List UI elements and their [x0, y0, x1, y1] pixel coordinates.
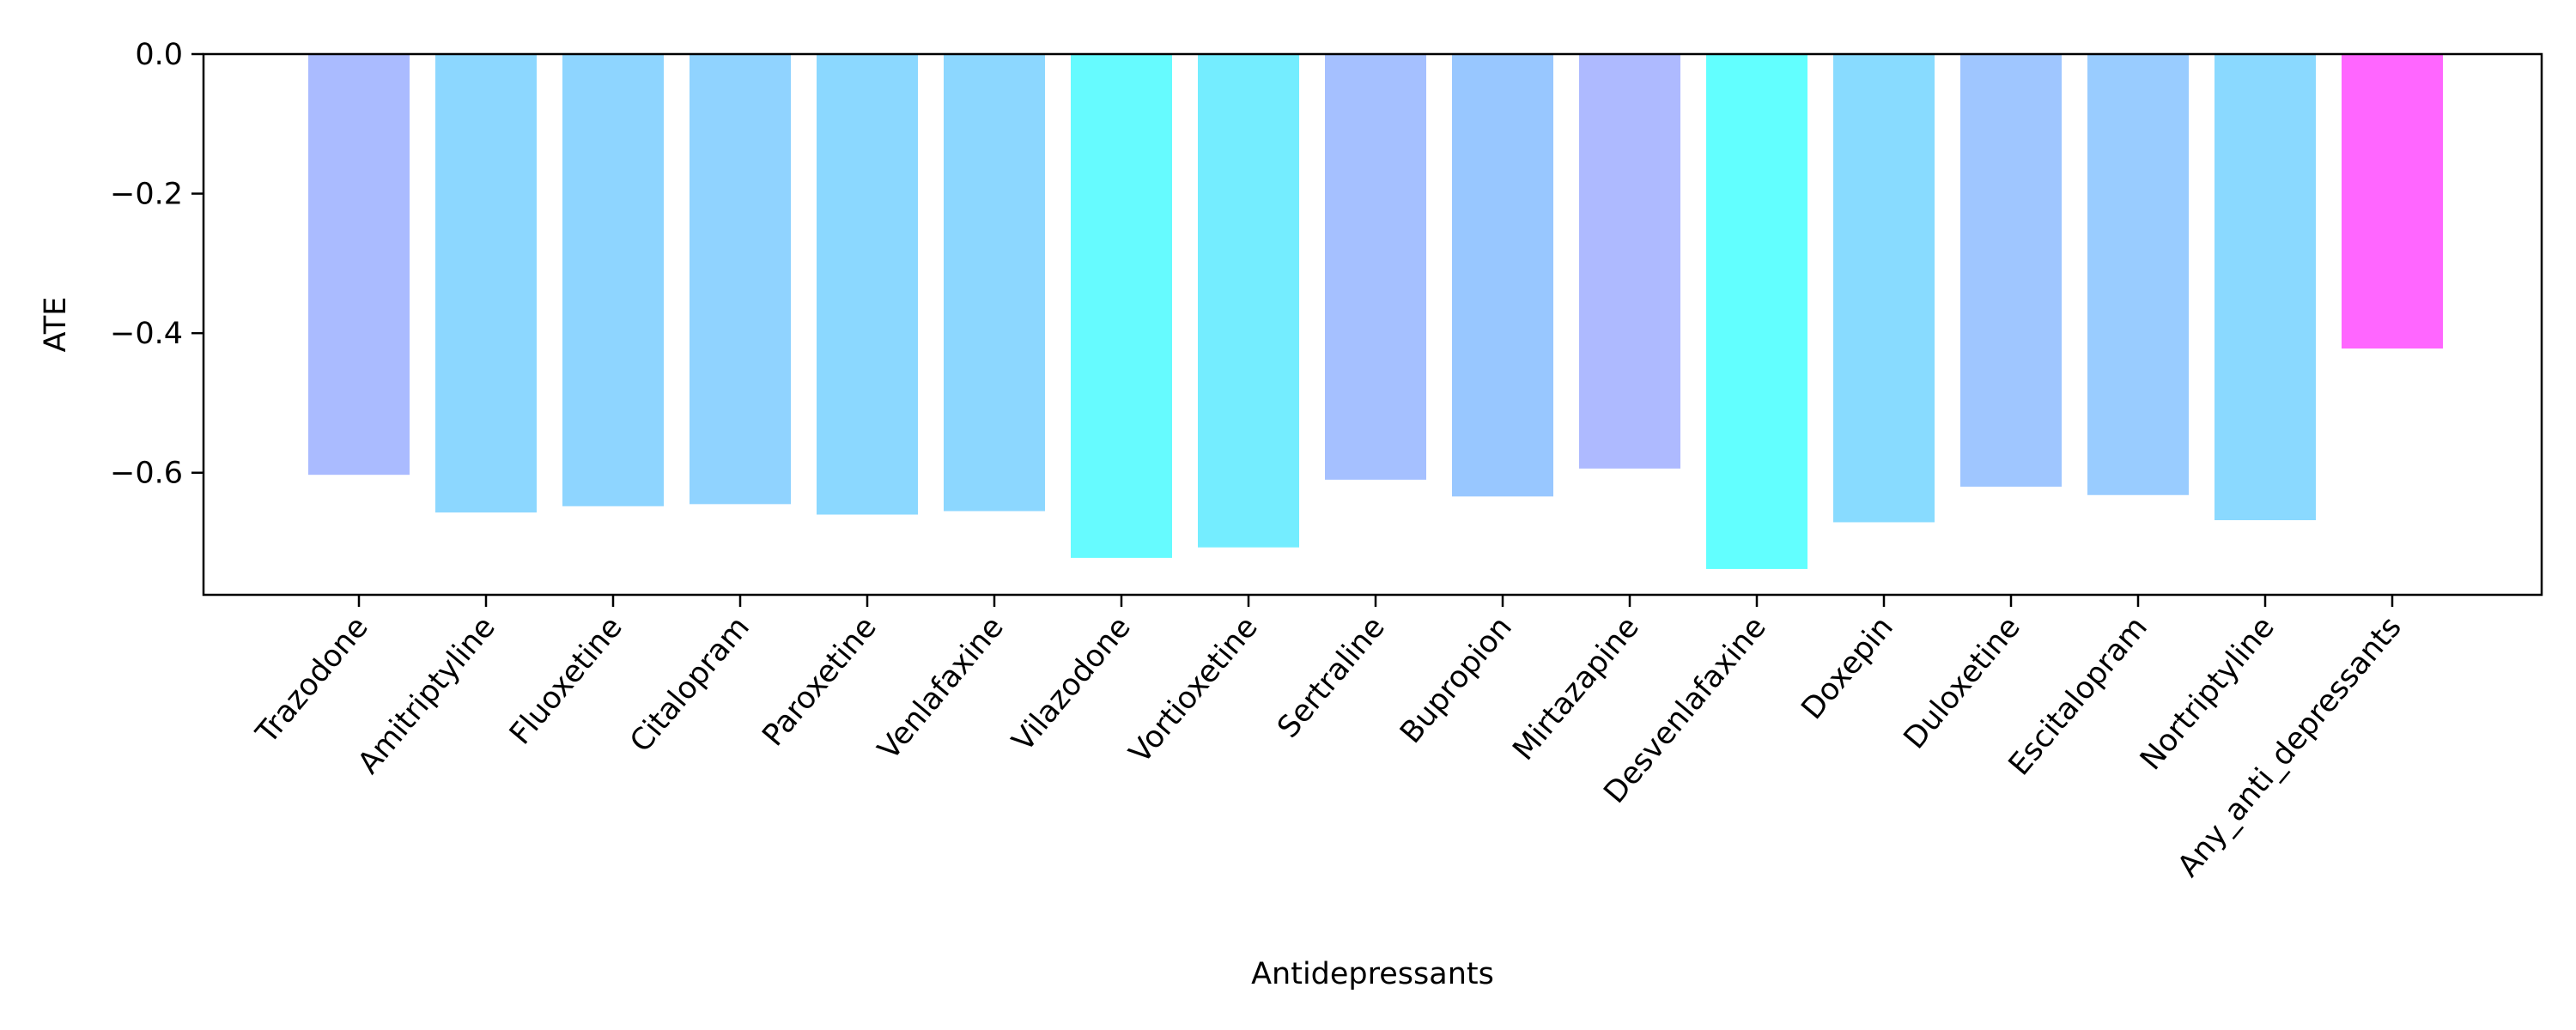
- x-tick-label: Citalopram: [623, 610, 756, 759]
- bar-doxepin: [1833, 54, 1935, 523]
- bar-vilazodone: [1071, 54, 1172, 558]
- x-tick-label: Nortriptyline: [2134, 610, 2281, 777]
- x-tick-label: Escitalopram: [2002, 610, 2154, 782]
- x-tick-label: Trazodone: [249, 610, 374, 751]
- bar-desvenlafaxine: [1706, 54, 1807, 569]
- bars-group: [308, 54, 2443, 569]
- bar-fluoxetine: [562, 54, 664, 506]
- x-tick-label: Sertraline: [1271, 610, 1391, 745]
- x-tick-label: Vilazodone: [1005, 610, 1138, 758]
- bar-nortriptyline: [2215, 54, 2316, 521]
- x-tick-label: Amitriptyline: [351, 610, 502, 780]
- y-axis: 0.0 −0.2 −0.4 −0.6: [110, 38, 204, 491]
- bar-paroxetine: [817, 54, 918, 515]
- bar-venlafaxine: [944, 54, 1045, 512]
- y-axis-label: ATE: [39, 297, 73, 353]
- plot-frame: [202, 52, 2543, 597]
- x-tick-label: Mirtazapine: [1507, 610, 1646, 767]
- y-tick-label: −0.6: [110, 457, 183, 491]
- x-tick-label: Bupropion: [1394, 610, 1519, 750]
- x-axis-label: Antidepressants: [1251, 957, 1494, 991]
- bar-citalopram: [690, 54, 791, 505]
- bar-duloxetine: [1960, 54, 2062, 487]
- x-tick-label: Fluoxetine: [503, 610, 629, 751]
- x-tick-label: Duloxetine: [1898, 610, 2027, 755]
- bar-amitriptyline: [435, 54, 537, 513]
- y-tick-label: −0.2: [110, 178, 183, 212]
- x-tick-label: Venlafaxine: [872, 610, 1011, 766]
- bar-sertraline: [1325, 54, 1426, 480]
- bar-trazodone: [308, 54, 410, 476]
- bar-escitalopram: [2087, 54, 2189, 495]
- bar-mirtazapine: [1579, 54, 1680, 469]
- bar-vortioxetine: [1198, 54, 1299, 548]
- bar-bupropion: [1452, 54, 1553, 497]
- y-tick-label: 0.0: [135, 38, 183, 72]
- x-tick-label: Paroxetine: [756, 610, 883, 753]
- x-tick-label: Any_anti_depressants: [2172, 610, 2409, 883]
- x-tick-label: Vortioxetine: [1123, 610, 1265, 770]
- x-tick-label: Doxepin: [1795, 610, 1900, 726]
- bar-any-anti-depressants: [2342, 54, 2443, 349]
- y-tick-label: −0.4: [110, 317, 183, 351]
